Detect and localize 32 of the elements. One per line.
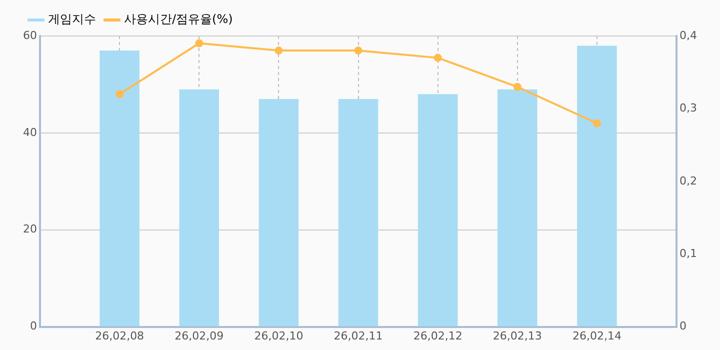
legend-label: 사용시간/점유율(%) [124, 12, 233, 26]
bar [418, 94, 458, 326]
bar [179, 89, 220, 326]
bar [497, 89, 538, 326]
bar [577, 46, 617, 326]
point [195, 39, 204, 48]
x-tick-label: 26,02,14 [572, 329, 622, 342]
x-tick-label: 26,02,08 [95, 329, 144, 342]
point [116, 90, 124, 98]
y2-tick-label: 0,1 [680, 246, 698, 260]
y-tick-label: 20 [22, 222, 37, 236]
y2-tick-label: 0 [680, 320, 687, 333]
bar [338, 99, 378, 326]
x-tick-label: 26,02,10 [254, 329, 304, 342]
x-tick-label: 26,02,11 [334, 329, 383, 342]
y-tick-label: 40 [22, 126, 37, 139]
y-tick-label: 0 [30, 320, 37, 333]
point [434, 54, 442, 62]
y2-tick-label: 0,3 [680, 102, 698, 115]
y2-tick-label: 0,4 [680, 28, 698, 42]
x-tick-label: 26,02,09 [174, 329, 224, 342]
y-tick-label: 60 [22, 28, 37, 42]
y2-tick-label: 0,2 [680, 174, 698, 188]
legend-label: 게임지수 [48, 12, 96, 26]
point [513, 82, 522, 91]
point [592, 119, 601, 128]
x-tick-label: 26,02,13 [492, 329, 542, 342]
bar [100, 50, 140, 326]
point [274, 46, 283, 55]
x-tick-label: 26,02,12 [413, 329, 462, 342]
bar [258, 99, 299, 326]
point [354, 46, 362, 55]
